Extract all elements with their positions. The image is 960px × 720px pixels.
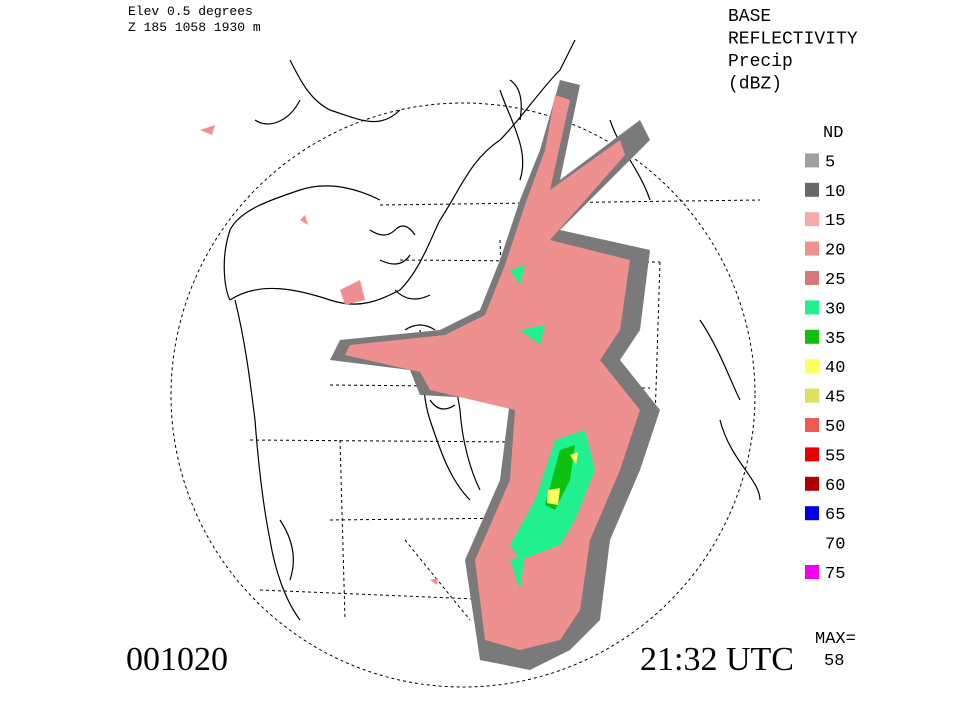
elevation-text: Elev 0.5 degrees (128, 4, 253, 19)
legend-label: 35 (825, 330, 845, 349)
legend-swatch (805, 388, 819, 403)
legend-swatch (805, 359, 819, 374)
max-value: 58 (824, 652, 844, 671)
legend-label: 15 (825, 212, 845, 231)
legend-swatch (805, 535, 819, 550)
legend-label: 30 (825, 300, 845, 319)
product-line: BASE (728, 7, 771, 27)
legend-swatch (805, 418, 819, 432)
map (170, 39, 761, 688)
echo-30 (510, 265, 595, 590)
legend-label: 5 (825, 153, 835, 172)
legend-label: 20 (825, 242, 845, 261)
product-line: Precip (728, 52, 793, 72)
site-text: Z 185 1058 1930 m (128, 20, 261, 35)
legend-swatch (805, 300, 819, 315)
legend-swatch (805, 153, 819, 168)
borders (249, 199, 761, 621)
time-text: 21:32 UTC (640, 641, 794, 678)
precipitation (200, 80, 660, 670)
legend-swatch (805, 329, 819, 344)
legend-label: 65 (825, 506, 845, 525)
product-line: REFLECTIVITY (728, 30, 858, 50)
legend-label: 50 (825, 418, 845, 437)
legend-swatch (805, 271, 819, 285)
legend-label: 10 (825, 183, 845, 202)
legend-label: ND (823, 124, 843, 143)
legend-label: 45 (825, 389, 845, 408)
echo-40 (547, 452, 578, 505)
legend-label: 25 (825, 271, 845, 290)
legend-swatch (805, 241, 819, 256)
date-text: 001020 (126, 641, 228, 678)
legend-label: 60 (825, 477, 845, 496)
legend-swatch (805, 212, 819, 227)
legend-swatch (805, 447, 819, 462)
legend-swatch (805, 565, 819, 579)
legend-label: 75 (825, 565, 845, 584)
legend-label: 70 (825, 536, 845, 555)
legend-label: 55 (825, 447, 845, 466)
legend-swatch (805, 506, 819, 521)
product-line: (dBZ) (728, 75, 782, 95)
max-label: MAX= (815, 630, 856, 649)
legend-swatch (805, 182, 819, 197)
range-ring (170, 102, 756, 688)
legend: ND 5 10 15 20 25 30 35 40 45 50 55 60 65 70 75 (805, 124, 845, 584)
legend-label: 40 (825, 359, 845, 378)
legend-swatch (805, 476, 819, 491)
